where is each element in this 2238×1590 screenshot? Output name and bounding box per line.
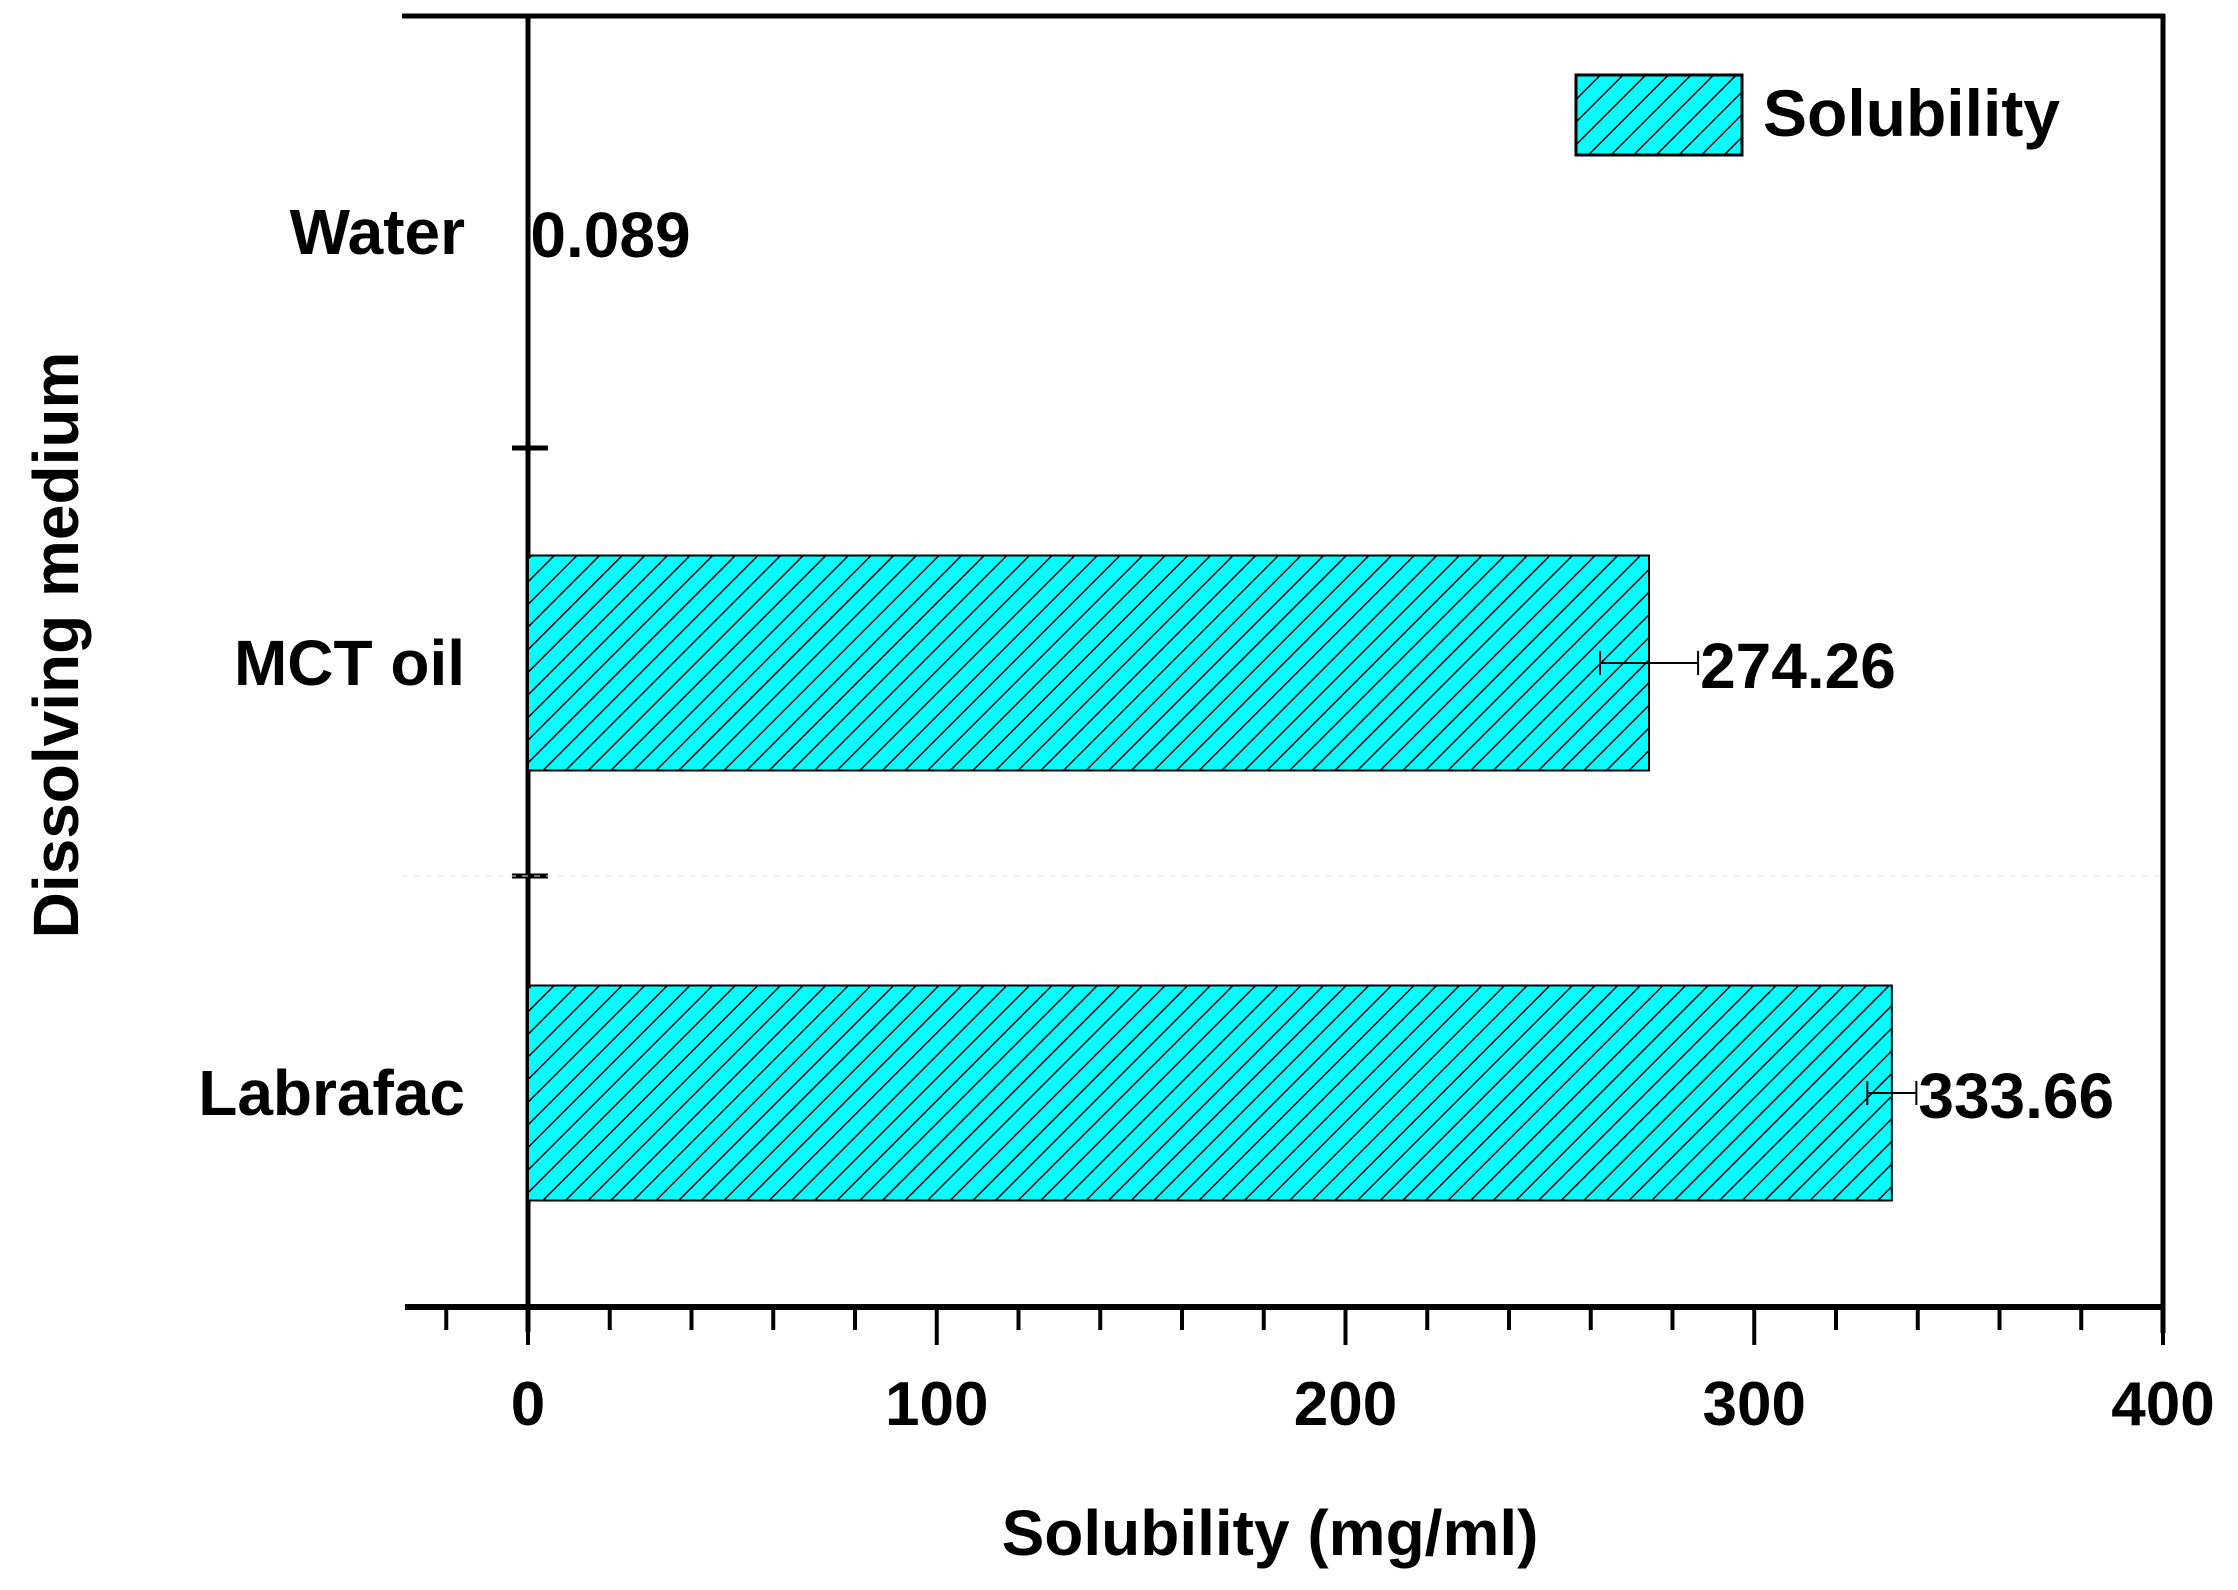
value-label: 0.089 — [530, 199, 690, 271]
x-tick-label: 100 — [885, 1370, 988, 1439]
x-tick-label: 200 — [1294, 1370, 1397, 1439]
y-category-label: Water — [290, 196, 465, 268]
y-category-labels: Water MCT oil Labrafac — [198, 196, 465, 1129]
value-label: 274.26 — [1700, 630, 1896, 702]
bar — [527, 984, 1893, 1202]
y-category-label: MCT oil — [234, 627, 465, 699]
legend: Solubility — [1574, 73, 2060, 157]
value-label: 333.66 — [1918, 1060, 2114, 1132]
x-tick-label: 300 — [1703, 1370, 1806, 1439]
x-axis-title: Solubility (mg/ml) — [1002, 1497, 1539, 1569]
legend-swatch — [1574, 73, 1744, 157]
bar — [527, 554, 1651, 772]
y-axis-ticks — [402, 445, 2160, 879]
legend-label: Solubility — [1763, 76, 2060, 150]
y-axis-title: Dissolving medium — [20, 352, 92, 939]
x-axis-ticks — [444, 1307, 2165, 1345]
x-tick-label: 400 — [2111, 1370, 2214, 1439]
bars-group: 0.089 274.26 333.66 — [527, 199, 2114, 1202]
x-tick-labels: 0 100 200 300 400 — [511, 1370, 2215, 1439]
x-tick-label: 0 — [511, 1370, 545, 1439]
y-category-label: Labrafac — [198, 1057, 465, 1129]
